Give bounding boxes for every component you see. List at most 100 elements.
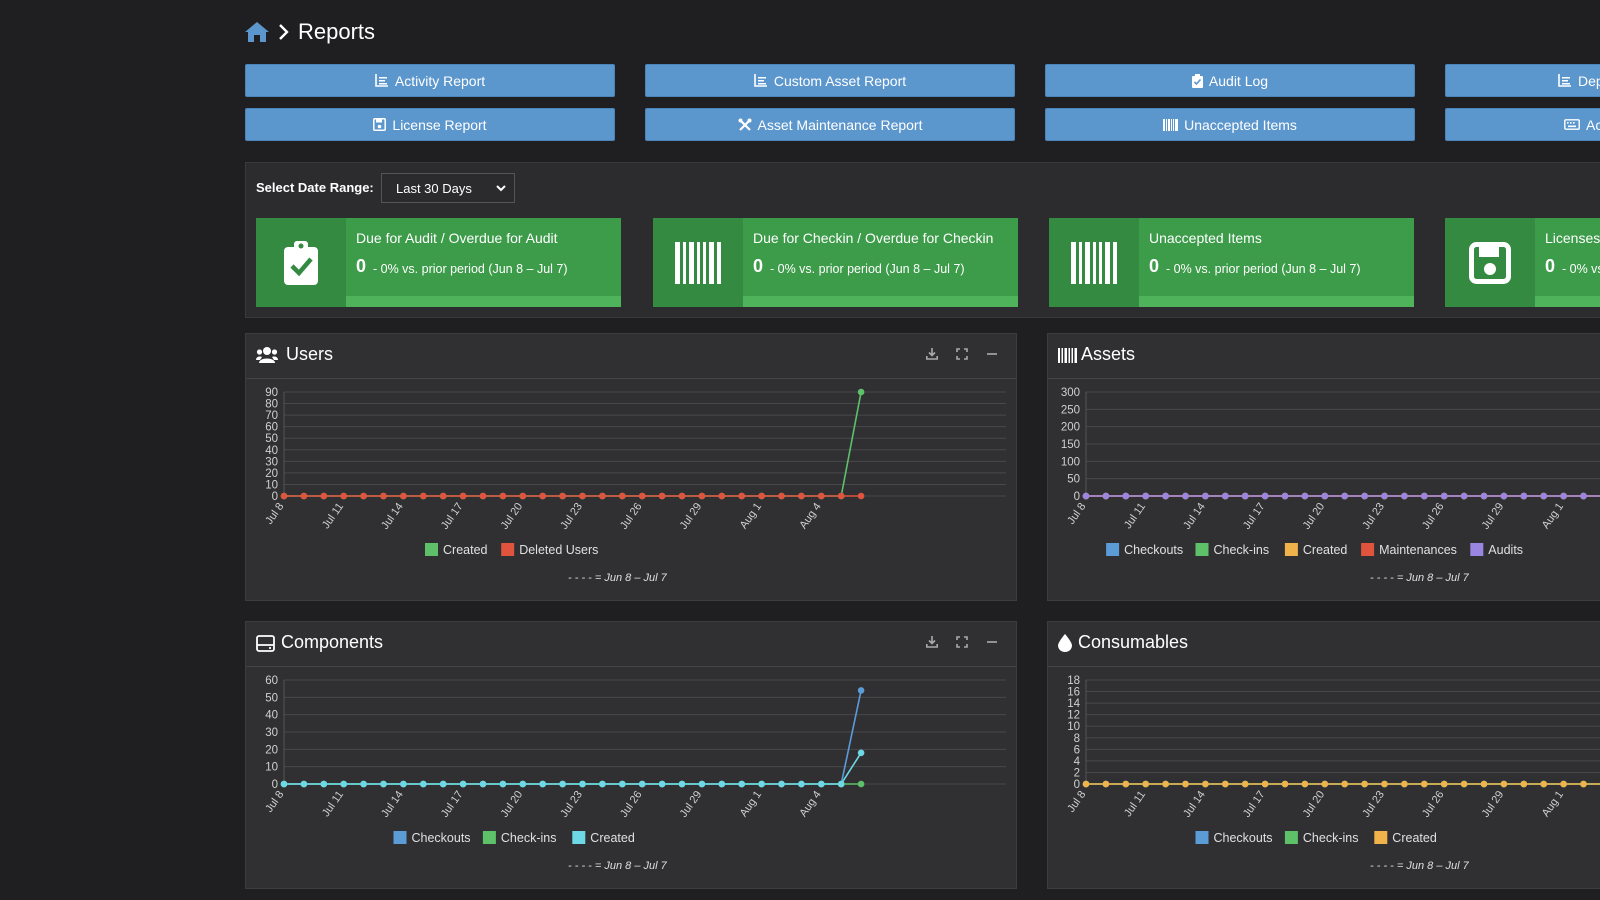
audit-log-button[interactable]: Audit Log [1045,64,1415,97]
barcode-icon [675,241,721,284]
kpi-due-for-checkin[interactable]: Due for Checkin / Overdue for Checkin 0 … [653,218,1018,307]
data-point [360,492,367,500]
x-tick-label: Aug 1 [738,789,764,819]
card-title: Consumables [1078,632,1189,652]
kpi-due-for-audit[interactable]: Due for Audit / Overdue for Audit 0 - 0%… [256,218,621,307]
y-tick-label: 14 [1067,698,1080,710]
data-point [1162,780,1169,788]
data-point [678,780,686,788]
date-range-value: Last 30 Days [396,180,472,196]
y-tick-label: 4 [1074,756,1081,768]
data-point [340,780,347,788]
legend-label: Created [443,543,488,557]
data-point [818,492,825,500]
x-tick-label: Jul 23 [558,501,585,532]
kpi-icon-box [1445,218,1535,307]
y-tick-label: 30 [265,727,278,739]
kpi-value: 0 [356,256,367,276]
depreciation-report-button[interactable]: Dep [1445,64,1600,97]
data-point [579,780,586,788]
data-point [638,492,646,500]
data-point [1082,780,1090,788]
data-point [778,780,785,788]
kpi-progress-bar [743,296,1018,307]
card-header: Assets [1048,334,1600,379]
kpi-licenses[interactable]: Licenses 0 - 0% vs [1445,218,1600,307]
data-point [380,492,387,500]
data-point [698,492,706,500]
y-tick-label: 6 [1074,744,1080,756]
legend-swatch [501,543,515,556]
x-tick-label: Jul 20 [499,501,526,532]
data-point [459,492,467,500]
data-point [1440,492,1448,500]
kpi-value: 0 [1149,256,1160,276]
y-tick-label: 2 [1074,767,1080,779]
legend-label: Deleted Users [519,543,598,557]
data-point [857,780,865,788]
legend-label: Check-ins [1214,543,1270,557]
kpi-unaccepted-items[interactable]: Unaccepted Items 0 - 0% vs. prior period… [1049,218,1414,307]
data-point [499,780,507,788]
y-tick-label: 0 [1074,779,1080,791]
data-point [1281,492,1289,500]
data-point [1520,492,1528,500]
minimize-icon[interactable] [986,348,998,360]
expand-icon[interactable] [956,636,968,648]
y-tick-label: 30 [265,456,278,468]
y-tick-label: 90 [265,387,278,399]
data-point [619,780,626,788]
activity-report-button[interactable]: Activity Report [245,64,615,97]
expand-icon[interactable] [956,348,968,360]
card-title: Users [286,344,334,364]
card-header: Users [246,334,1016,379]
data-point [360,780,367,788]
accessory-report-button[interactable]: Ac [1445,108,1600,141]
chevron-down-icon [496,185,506,192]
y-tick-label: 150 [1061,439,1080,451]
download-icon[interactable] [926,348,938,360]
x-tick-label: Aug 1 [1540,501,1566,531]
data-point [539,492,546,500]
period-label: - - - - = Jun 8 – Jul 7 [1370,572,1470,584]
data-point [1500,492,1508,500]
data-point [1261,492,1269,500]
minimize-icon[interactable] [986,636,998,648]
legend-label: Checkouts [412,831,471,845]
home-icon[interactable] [244,21,270,43]
assets-card: Assets 0 50 100 150 200 250 300 Jul 8 Jul 11 Jul … [1047,333,1600,601]
date-range-select[interactable]: Last 30 Days [381,173,515,203]
data-point [1321,780,1329,788]
y-tick-label: 18 [1067,675,1080,687]
assets-chart: 0 50 100 150 200 250 300 Jul 8 Jul 11 Jul 14 Jul 1… [1061,387,1600,584]
data-point [1520,780,1528,788]
x-tick-label: Jul 23 [1360,501,1387,532]
data-point [519,780,527,788]
tools-icon [738,118,751,131]
data-point [439,492,447,500]
card-title: Assets [1081,344,1136,364]
legend-swatch [1195,543,1209,556]
asset-maintenance-report-button[interactable]: Asset Maintenance Report [645,108,1015,141]
data-point [758,780,765,788]
license-report-button[interactable]: License Report [245,108,615,141]
card-tools [926,636,998,648]
legend-label: Audits [1488,543,1523,557]
date-range-panel: Select Date Range: Last 30 Days Due for … [245,162,1600,318]
data-point [658,780,666,788]
y-tick-label: 40 [265,445,278,457]
card-header: Consumables [1048,622,1600,667]
data-point [1540,780,1547,788]
data-point [798,780,805,788]
kpi-delta: - 0% vs. prior period (Jun 8 – Jul 7) [770,262,965,276]
download-icon[interactable] [926,636,938,648]
y-tick-label: 12 [1067,710,1080,722]
custom-asset-report-button[interactable]: Custom Asset Report [645,64,1015,97]
legend-label: Maintenances [1379,543,1457,557]
series-line [284,391,862,497]
unaccepted-items-button[interactable]: Unaccepted Items [1045,108,1415,141]
chevron-right-icon [279,24,289,40]
data-point [837,492,845,500]
data-point [539,780,546,788]
